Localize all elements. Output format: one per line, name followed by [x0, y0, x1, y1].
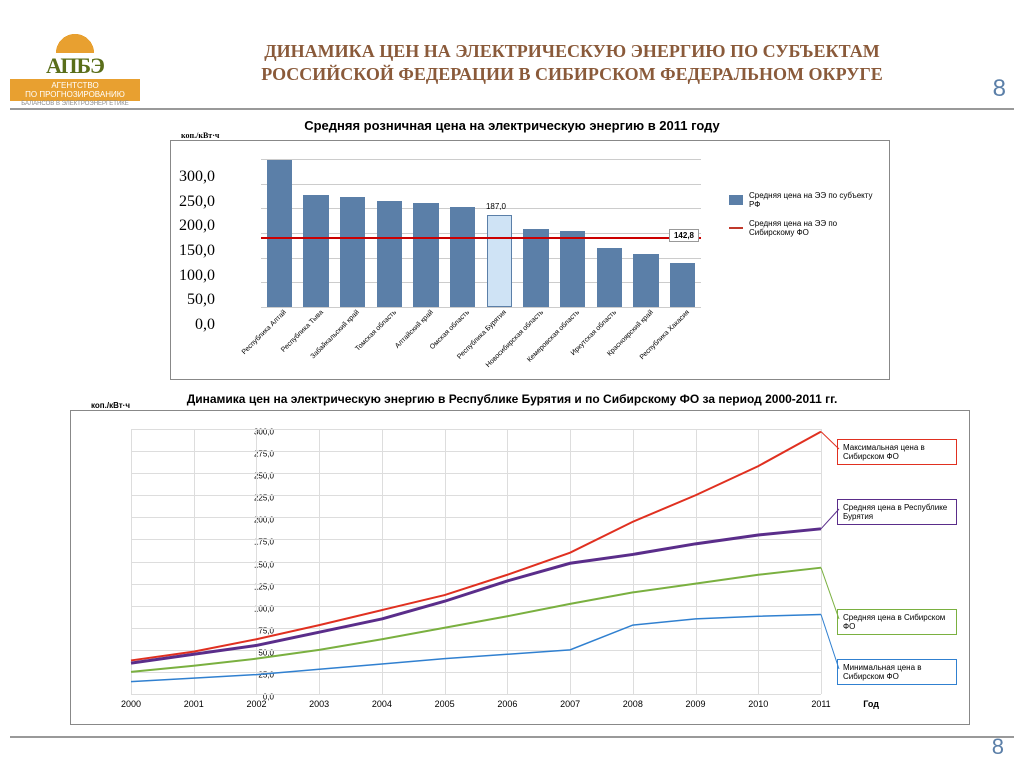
bar-ylabel: коп./кВт·ч [181, 131, 219, 140]
bar-legend-label: Средняя цена на ЭЭ по субъекту РФ [749, 191, 879, 209]
line-xlabel: Год [863, 699, 879, 709]
line-chart: коп./кВт·ч 0,025,050,075,0100,0125,0150,… [70, 410, 970, 725]
bar [487, 215, 513, 307]
bar [560, 231, 586, 307]
bar [450, 207, 476, 307]
logo-line1: АГЕНТСТВОПО ПРОГНОЗИРОВАНИЮ [10, 79, 140, 101]
bar-legend: Средняя цена на ЭЭ по субъекту РФ Средня… [729, 191, 879, 247]
line-legend-box: Средняя цена в Республике Бурятия [837, 499, 957, 525]
line-legend-box: Минимальная цена в Сибирском ФО [837, 659, 957, 685]
bar-legend-line [729, 227, 743, 229]
line-xtick: 2008 [613, 699, 653, 709]
line-xtick: 2011 [801, 699, 841, 709]
line-xtick: 2007 [550, 699, 590, 709]
page-number-top: 8 [993, 75, 1006, 103]
header-rule [10, 108, 1014, 110]
bar-avg-label: 142,8 [669, 229, 699, 242]
line-xtick: 2001 [174, 699, 214, 709]
bar-ytick: 150,0 [179, 242, 215, 260]
line-xtick: 2010 [738, 699, 778, 709]
line-xtick: 2005 [425, 699, 465, 709]
bar [597, 248, 623, 307]
logo-brand: АПБЭ [10, 53, 140, 79]
bar-chart: коп./кВт·ч 142,8 187,0 0,050,0100,0150,0… [170, 140, 890, 380]
bar-ytick: 250,0 [179, 193, 215, 211]
bar-highlight-label: 187,0 [476, 202, 516, 211]
bar [377, 201, 403, 307]
line-xtick: 2002 [236, 699, 276, 709]
bar-ytick: 50,0 [179, 291, 215, 309]
line-series [131, 429, 821, 694]
bar-chart-title: Средняя розничная цена на электрическую … [0, 118, 1024, 133]
bar-legend-label: Средняя цена на ЭЭ по Сибирскому ФО [749, 219, 879, 237]
bar [523, 229, 549, 307]
line-legend-box: Средняя цена в Сибирском ФО [837, 609, 957, 635]
line-xtick: 2009 [676, 699, 716, 709]
bar-legend-item: Средняя цена на ЭЭ по субъекту РФ [729, 191, 879, 209]
bar [633, 254, 659, 307]
bar [303, 195, 329, 307]
bar-ytick: 200,0 [179, 217, 215, 235]
line-xtick: 2006 [487, 699, 527, 709]
page-number-bottom: 8 [992, 734, 1004, 760]
logo-sun-icon [30, 8, 120, 53]
line-legend-box: Максимальная цена в Сибирском ФО [837, 439, 957, 465]
bar-plot-area: 142,8 187,0 [221, 159, 701, 307]
line-ylabel: коп./кВт·ч [91, 401, 130, 410]
bar-ytick: 0,0 [179, 316, 215, 334]
footer-rule [10, 736, 1014, 738]
line-chart-title: Динамика цен на электрическую энергию в … [0, 392, 1024, 406]
logo-line3: БАЛАНСОВ В ЭЛЕКТРОЭНЕРГЕТИКЕ [10, 101, 140, 107]
bar-avg-line [261, 237, 701, 239]
line-series-max [131, 432, 821, 661]
logo: АПБЭ АГЕНТСТВОПО ПРОГНОЗИРОВАНИЮ БАЛАНСО… [10, 8, 140, 98]
page-title: Динамика цен на электрическую энергию по… [180, 40, 964, 87]
line-xtick: 2004 [362, 699, 402, 709]
title-line1: Динамика цен на электрическую энергию по… [180, 40, 964, 63]
bar [670, 263, 696, 307]
bar [267, 160, 293, 307]
bar-legend-swatch [729, 195, 743, 205]
bar-ytick: 300,0 [179, 168, 215, 186]
bar [413, 203, 439, 307]
bar-legend-item: Средняя цена на ЭЭ по Сибирскому ФО [729, 219, 879, 237]
line-xtick: 2000 [111, 699, 151, 709]
title-line2: Российской Федерации в Сибирском федерал… [180, 63, 964, 86]
bar-ytick: 100,0 [179, 267, 215, 285]
line-xtick: 2003 [299, 699, 339, 709]
bar-xlabel: Республика Алтай [226, 309, 288, 371]
bar [340, 197, 366, 307]
